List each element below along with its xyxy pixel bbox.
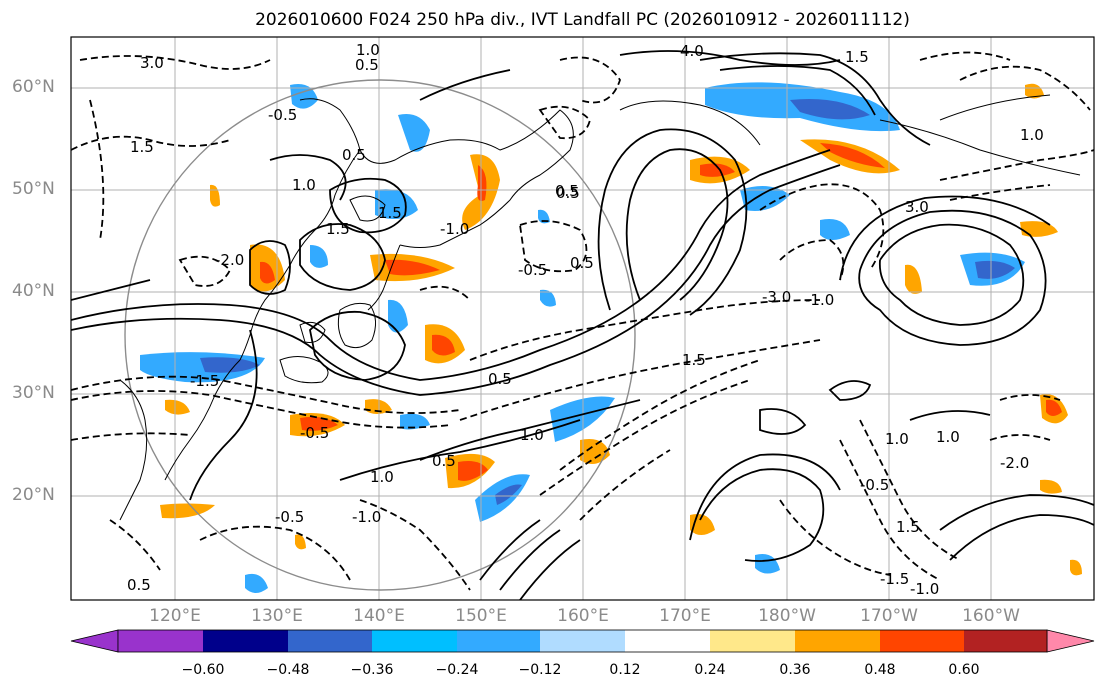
contour-label: 1.0 xyxy=(370,468,394,486)
contour-label: -0.5 xyxy=(275,508,304,526)
contour-label: -2.0 xyxy=(215,251,244,269)
colorbar-bin xyxy=(372,630,457,652)
contour-label: -1.5 xyxy=(190,372,219,390)
lat-label-20n: 20°N xyxy=(12,485,55,505)
colorbar-tick-label: 0.48 xyxy=(864,662,896,678)
contour-label: 0.5 xyxy=(127,576,151,594)
map-frame xyxy=(70,36,1095,601)
contour-label: -1.0 xyxy=(440,220,469,238)
contour-label: 3.0 xyxy=(140,54,164,72)
contour-label: -0.5 xyxy=(300,424,329,442)
contour-label: 0.5 xyxy=(355,56,379,74)
contour-label: 0.5 xyxy=(556,184,580,202)
colorbar-bin xyxy=(795,630,880,652)
colorbar-frame xyxy=(117,629,1048,653)
contour-label: -3.0 xyxy=(762,288,791,306)
colorbar-bin xyxy=(625,630,710,652)
contour-label: 1.5 xyxy=(682,351,706,369)
colorbar-tick-label: −0.60 xyxy=(181,662,225,678)
lat-label-60n: 60°N xyxy=(12,77,55,97)
contour-label: -0.5 xyxy=(860,476,889,494)
contour-label: 1.5 xyxy=(896,518,920,536)
chart-title: 2026010600 F024 250 hPa div., IVT Landfa… xyxy=(255,10,910,30)
contour-label: 0.5 xyxy=(342,146,366,164)
contour-label: 1.0 xyxy=(520,426,544,444)
colorbar-extend-high xyxy=(1046,629,1095,653)
contour-label: 1.0 xyxy=(356,41,380,59)
contour-label: -1.0 xyxy=(910,580,939,598)
colorbar xyxy=(70,629,1095,653)
lon-label-170w: 170°W xyxy=(860,606,918,626)
contour-label: 1.0 xyxy=(1020,126,1044,144)
lon-label-160e: 160°E xyxy=(557,606,609,626)
contour-label: 1.5 xyxy=(130,138,154,156)
contour-label: 3.0 xyxy=(905,198,929,216)
colorbar-tick-label: −0.12 xyxy=(518,662,562,678)
colorbar-tick-label: −0.24 xyxy=(435,662,479,678)
lon-label-120e: 120°E xyxy=(149,606,201,626)
lon-label-150e: 150°E xyxy=(455,606,507,626)
contour-label: -2.0 xyxy=(1000,454,1029,472)
colorbar-tick-label: 0.60 xyxy=(948,662,980,678)
contour-label: 1.5 xyxy=(326,220,350,238)
colorbar-bin xyxy=(457,630,540,652)
contour-label: 1.0 xyxy=(936,428,960,446)
colorbar-bin xyxy=(710,630,795,652)
contour-label: 4.0 xyxy=(680,42,704,60)
colorbar-tick-label: −0.48 xyxy=(266,662,310,678)
lon-label-160w: 160°W xyxy=(962,606,1020,626)
contour-label: 1.0 xyxy=(885,430,909,448)
lat-label-30n: 30°N xyxy=(12,383,55,403)
lat-label-40n: 40°N xyxy=(12,281,55,301)
lat-label-50n: 50°N xyxy=(12,179,55,199)
contours-positive xyxy=(71,50,1094,600)
coastlines xyxy=(119,94,1081,521)
colorbar-bin xyxy=(118,630,203,652)
colorbar-extend-low xyxy=(70,629,119,653)
contour-label: -1.0 xyxy=(352,508,381,526)
lon-label-180w: 180°W xyxy=(758,606,816,626)
contour-labels: 3.0 -2.0 1.5 0.5 1.0 -0.5 1.5 0.5 1.0 -1… xyxy=(127,41,1044,598)
colorbar-bin xyxy=(880,630,964,652)
contour-label: 1.5 xyxy=(378,204,402,222)
colorbar-tick-label: 0.24 xyxy=(694,662,726,678)
contour-label: -1.0 xyxy=(805,291,834,309)
contours-negative xyxy=(71,51,1094,591)
colorbar-bin xyxy=(540,630,625,652)
contour-label: 1.5 xyxy=(845,48,869,66)
map-plot-area: 3.0 -2.0 1.5 0.5 1.0 -0.5 1.5 0.5 1.0 -1… xyxy=(71,37,1094,600)
colorbar-tick-label: 0.12 xyxy=(609,662,641,678)
contour-label: 0.5 xyxy=(570,254,594,272)
contour-label: 0.5 xyxy=(555,182,579,200)
lon-label-130e: 130°E xyxy=(251,606,303,626)
colorbar-tick-label: −0.36 xyxy=(350,662,394,678)
contour-label: 0.5 xyxy=(432,452,456,470)
lon-label-170e: 170°E xyxy=(659,606,711,626)
contour-label: 0.5 xyxy=(488,370,512,388)
colorbar-tick-label: 0.36 xyxy=(779,662,811,678)
colorbar-bin xyxy=(964,630,1047,652)
colorbar-bin xyxy=(288,630,372,652)
landfall-radius-circle xyxy=(124,79,636,591)
contour-label: -0.5 xyxy=(268,106,297,124)
contour-label: -0.5 xyxy=(518,261,547,279)
contour-label: -1.5 xyxy=(880,570,909,588)
colorbar-bin xyxy=(203,630,288,652)
contour-label: 1.0 xyxy=(292,176,316,194)
lon-label-140e: 140°E xyxy=(353,606,405,626)
